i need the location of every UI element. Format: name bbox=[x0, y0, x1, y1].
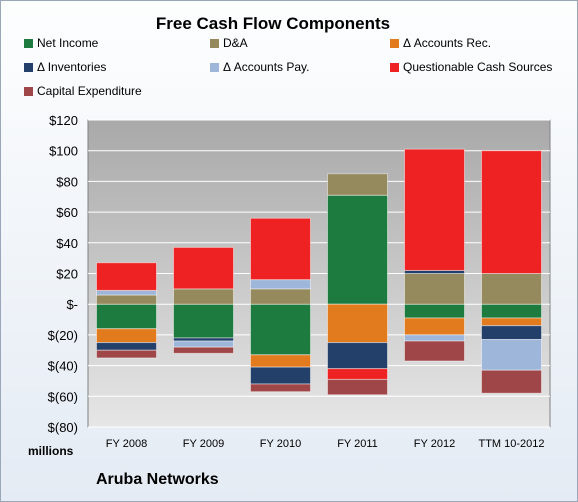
legend-label: D&A bbox=[223, 36, 248, 50]
bar-segment-net-income-fy-2012 bbox=[404, 303, 465, 319]
bar-segment-d-a-fy-2010 bbox=[250, 288, 311, 305]
legend-swatch bbox=[24, 63, 33, 72]
bar-segment-capital-expenditure-fy-2012 bbox=[404, 340, 465, 362]
bar-segment-capital-expenditure-ttm-10-2012 bbox=[481, 369, 542, 394]
company-name: Aruba Networks bbox=[96, 471, 219, 488]
bar-segment-questionable-cash-sources-fy-2008 bbox=[96, 262, 157, 291]
x-tick-label: FY 2008 bbox=[106, 438, 147, 450]
bar-segment-capital-expenditure-fy-2008 bbox=[96, 349, 157, 359]
legend-label: Questionable Cash Sources bbox=[403, 60, 553, 74]
bar-segment-accounts-rec-fy-2012 bbox=[404, 317, 465, 336]
bar-segment-questionable-cash-sources-fy-2009 bbox=[173, 246, 234, 290]
bar-segment-accounts-pay-fy-2010 bbox=[250, 279, 311, 290]
bar-segment-accounts-pay-fy-2012 bbox=[404, 334, 465, 342]
legend-label: Δ Inventories bbox=[37, 60, 107, 74]
bar-segment-net-income-fy-2010 bbox=[250, 303, 311, 356]
legend-item-capital-expenditure: Capital Expenditure bbox=[24, 84, 142, 98]
legend-label: Δ Accounts Rec. bbox=[403, 36, 492, 50]
y-tick-label: $(80) bbox=[48, 420, 78, 435]
legend-swatch bbox=[390, 39, 399, 48]
bar-segment-accounts-pay-fy-2009 bbox=[173, 340, 234, 348]
bar-segment-d-a-fy-2009 bbox=[173, 288, 234, 305]
y-tick-label: $80 bbox=[56, 174, 78, 189]
y-tick-label: $100 bbox=[49, 144, 78, 159]
bar-segment-capital-expenditure-fy-2009 bbox=[173, 346, 234, 354]
legend-swatch bbox=[24, 39, 33, 48]
y-tick-label: $- bbox=[66, 297, 78, 312]
bar-segment-inventories-fy-2010 bbox=[250, 366, 311, 385]
bar-segment-net-income-fy-2009 bbox=[173, 303, 234, 339]
x-tick-label: FY 2009 bbox=[183, 438, 224, 450]
legend-label: Capital Expenditure bbox=[37, 84, 142, 98]
x-tick-label: FY 2011 bbox=[337, 438, 378, 450]
legend-swatch bbox=[24, 87, 33, 96]
legend-item-accounts-pay: Δ Accounts Pay. bbox=[210, 60, 310, 74]
bar-segment-capital-expenditure-fy-2010 bbox=[250, 383, 311, 393]
bar-segment-questionable-cash-sources-ttm-10-2012 bbox=[481, 150, 542, 274]
bar-segment-net-income-fy-2011 bbox=[327, 194, 388, 305]
legend-label: Δ Accounts Pay. bbox=[223, 60, 310, 74]
legend-swatch bbox=[210, 63, 219, 72]
bar-segment-d-a-fy-2011 bbox=[327, 173, 388, 196]
bar-segment-inventories-fy-2011 bbox=[327, 342, 388, 370]
bar-segment-d-a-fy-2008 bbox=[96, 294, 157, 305]
y-tick-label: $(20) bbox=[48, 328, 78, 343]
bar-segment-inventories-ttm-10-2012 bbox=[481, 325, 542, 341]
legend-item-inventories: Δ Inventories bbox=[24, 60, 106, 74]
bar-segment-accounts-pay-ttm-10-2012 bbox=[481, 339, 542, 371]
bar-segment-net-income-fy-2008 bbox=[96, 303, 157, 330]
bar-segment-inventories-fy-2008 bbox=[96, 342, 157, 351]
bar-segment-accounts-rec-ttm-10-2012 bbox=[481, 317, 542, 327]
bar-segment-d-a-fy-2012 bbox=[404, 273, 465, 305]
bar-segment-questionable-cash-sources-fy-2010 bbox=[250, 217, 311, 281]
legend-item-d-a: D&A bbox=[210, 36, 248, 50]
y-tick-label: $20 bbox=[56, 267, 78, 282]
legend-swatch bbox=[210, 39, 219, 48]
bar-segment-net-income-ttm-10-2012 bbox=[481, 303, 542, 319]
bar-segment-capital-expenditure-fy-2011 bbox=[327, 378, 388, 396]
legend-item-accounts-rec: Δ Accounts Rec. bbox=[390, 36, 491, 50]
y-tick-label: $(60) bbox=[48, 389, 78, 404]
x-tick-label: FY 2010 bbox=[260, 438, 301, 450]
x-tick-label: TTM 10-2012 bbox=[478, 438, 544, 450]
bar-segment-questionable-cash-sources-fy-2012 bbox=[404, 148, 465, 271]
legend-item-net-income: Net Income bbox=[24, 36, 98, 50]
bar-segment-d-a-ttm-10-2012 bbox=[481, 273, 542, 305]
y-tick-label: $120 bbox=[49, 113, 78, 128]
legend-item-questionable-cash-sources: Questionable Cash Sources bbox=[390, 60, 552, 74]
bar-segment-accounts-rec-fy-2010 bbox=[250, 354, 311, 368]
y-tick-label: $60 bbox=[56, 205, 78, 220]
bar-segment-accounts-pay-fy-2008 bbox=[96, 289, 157, 296]
bar-segment-accounts-rec-fy-2011 bbox=[327, 303, 388, 344]
bar-segment-accounts-rec-fy-2008 bbox=[96, 328, 157, 344]
legend-label: Net Income bbox=[37, 36, 99, 50]
y-tick-label: $(40) bbox=[48, 359, 78, 374]
x-tick-label: FY 2012 bbox=[414, 438, 455, 450]
y-tick-label: $40 bbox=[56, 236, 78, 251]
chart-title: Free Cash Flow Components bbox=[155, 14, 391, 33]
legend-swatch bbox=[390, 63, 399, 72]
units-label: millions bbox=[28, 444, 74, 458]
bar-segment-questionable-cash-sources-fy-2011 bbox=[327, 368, 388, 380]
